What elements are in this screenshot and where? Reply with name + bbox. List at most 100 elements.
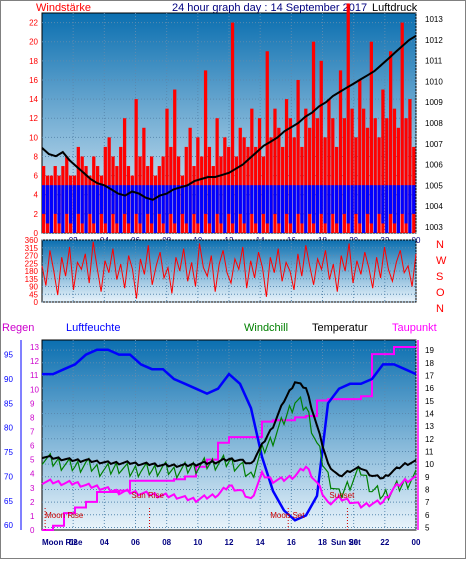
wind-low-bar [223,185,227,233]
wind-low-bar [111,185,115,214]
wind-low-bar [230,185,235,224]
direction-tick-label: 180 [25,267,39,276]
wind-low-bar [219,185,223,224]
rain-label: Regen [2,322,34,334]
wind-low-bar [130,185,134,233]
direction-tick-label: 45 [29,290,38,299]
wind-tick-label: 4 [34,191,39,200]
temperature-line [41,381,417,480]
wind-bar [389,51,393,234]
pressure-label: Luftdruck [372,2,418,14]
wind-low-bar [315,185,320,233]
pressure-tick-label: 1011 [425,57,443,66]
wind-bar [331,118,335,233]
time-tick-label: 04 [100,538,109,547]
compass-letter: N [436,239,444,251]
wind-low-bar [327,185,331,233]
wind-low-bar [296,185,300,214]
wind-low-bar [308,185,312,214]
event-label: Moon Rise [45,511,84,520]
rain-tick-label: 8 [30,413,35,422]
wind-bar [311,41,316,234]
direction-tick-label: 0 [34,298,39,307]
rain-tick-label: 0 [30,526,35,535]
wind-low-bar [134,185,138,214]
wind-low-bar [254,185,258,224]
wind-low-bar [149,185,154,224]
pressure-tick-label: 1009 [425,98,443,107]
wind-low-bar [277,185,281,224]
wind-low-bar [261,185,266,214]
wind-bar [304,108,308,233]
time-tick-label: 10 [193,538,202,547]
wind-low-bar [146,185,150,214]
rain-tick-label: 5 [30,456,35,465]
dewpoint-label: Taupunkt [392,322,437,334]
rain-line [42,346,416,531]
wind-low-bar [176,185,181,233]
wind-low-bar [126,185,131,224]
wind-low-bar [227,185,231,214]
wind-low-bar [76,185,80,214]
wind-bar [284,99,289,233]
wind-tick-label: 0 [34,229,39,238]
wind-low-bar [203,185,208,214]
wind-low-bar [157,185,161,214]
wind-bar [358,79,362,234]
direction-tick-label: 315 [25,244,39,253]
wind-tick-label: 8 [34,152,39,161]
temperature-tick-label: 6 [425,511,430,520]
wind-low-bar [304,185,308,233]
wind-bar [342,118,346,233]
direction-tick-label: 225 [25,259,39,268]
event-label: Moon Set [270,511,305,520]
wind-pressure-panel: 0246810121416182022100310041005100610071… [29,3,443,245]
wind-bar [288,118,293,233]
wind-low-bar [412,185,416,214]
wind-bar [327,99,331,233]
wind-tick-label: 20 [29,38,38,47]
wind-bar [319,60,323,234]
wind-low-bar [49,185,53,233]
wind-bar [230,22,235,234]
temperature-tick-label: 11 [425,447,434,456]
wind-low-bar [92,185,96,224]
humidity-tick-label: 85 [4,399,13,408]
wind-low-bar [342,185,346,214]
wind-tick-label: 22 [29,19,38,28]
humidity-line [42,348,417,522]
temperature-tick-label: 19 [425,346,434,355]
wind-low-bar [72,185,77,233]
wind-bar [265,51,269,234]
temperature-tick-label: 17 [425,371,434,380]
wind-low-bar [389,185,393,214]
time-tick-label: 22 [380,538,389,547]
wind-low-bar [234,185,239,233]
wind-low-bar [281,185,285,233]
wind-tick-label: 14 [29,95,38,104]
wind-low-bar [200,185,204,233]
rain-tick-label: 13 [30,343,39,352]
wind-low-bar [119,185,123,233]
wind-low-bar [61,185,65,233]
wind-low-bar [45,185,50,224]
wind-low-bar [392,185,397,224]
temperature-tick-label: 7 [425,498,430,507]
wind-bar [362,108,366,233]
wind-low-bar [80,185,84,224]
time-tick-label: 06 [131,538,140,547]
wind-low-bar [115,185,119,224]
time-tick-label: 00 [412,538,421,547]
wind-tick-label: 2 [34,210,39,219]
direction-tick-label: 90 [29,283,38,292]
wind-bar [203,70,208,234]
wind-low-bar [88,185,92,214]
wind-bar [238,127,242,233]
wind-low-bar [161,185,165,224]
sun-set-bottom-label: Sun Set [331,538,361,547]
pressure-tick-label: 1012 [425,36,443,45]
wind-low-bar [284,185,289,214]
